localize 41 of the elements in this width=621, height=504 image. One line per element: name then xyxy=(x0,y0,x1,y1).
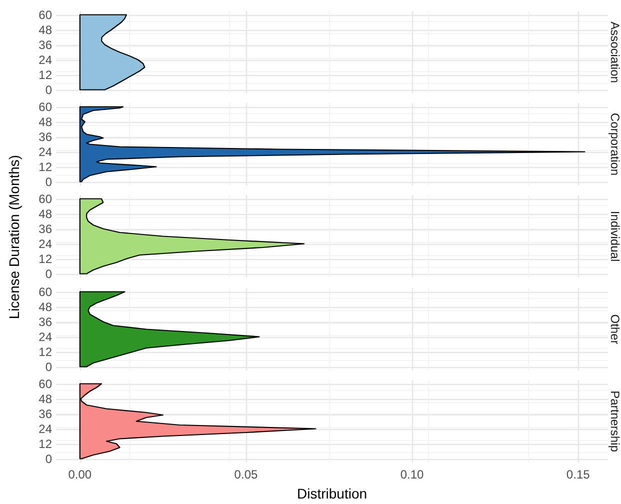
y-tick-label: 36 xyxy=(38,130,52,144)
y-tick-label: 24 xyxy=(38,329,52,344)
y-tick-label: 12 xyxy=(38,68,52,82)
x-tick-label: 0.10 xyxy=(400,467,424,482)
y-tick-label: 24 xyxy=(38,422,52,436)
y-tick-label: 12 xyxy=(38,160,52,174)
y-tick-label: 48 xyxy=(38,114,52,129)
y-tick-label: 36 xyxy=(38,314,52,328)
y-tick-label: 0 xyxy=(45,452,52,466)
y-axis-title: License Duration (Months) xyxy=(6,154,22,319)
y-tick-label: 60 xyxy=(38,192,52,206)
y-tick-label: 0 xyxy=(45,267,52,282)
x-tick-label: 0.00 xyxy=(68,467,92,482)
y-tick-label: 48 xyxy=(38,207,52,222)
text: Association xyxy=(608,22,621,83)
y-tick-label: 12 xyxy=(38,436,52,451)
y-tick-label: 24 xyxy=(38,237,52,252)
y-tick-label: 0 xyxy=(45,174,52,189)
y-tick-label: 0 xyxy=(45,82,52,97)
y-tick-label: 24 xyxy=(38,52,52,67)
y-tick-label: 60 xyxy=(38,284,52,298)
x-tick-label: 0.05 xyxy=(234,467,258,482)
y-tick-label: 24 xyxy=(38,144,52,159)
x-axis-title: Distribution xyxy=(296,485,368,502)
y-tick-label: 12 xyxy=(38,344,52,358)
y-tick-label: 36 xyxy=(38,38,52,52)
y-tick-label: 48 xyxy=(38,392,52,406)
x-tick-label: 0.15 xyxy=(566,467,590,482)
text: Individual xyxy=(608,211,621,262)
y-tick-label: 60 xyxy=(38,100,52,114)
text: Partnership xyxy=(608,390,621,452)
text: Corporation xyxy=(608,113,621,176)
y-tick-label: 48 xyxy=(38,299,52,314)
y-tick-label: 36 xyxy=(38,222,52,236)
y-tick-label: 36 xyxy=(38,406,52,421)
y-tick-label: 60 xyxy=(38,376,52,391)
y-tick-label: 48 xyxy=(38,22,52,37)
y-tick-label: 0 xyxy=(45,359,52,374)
y-tick-label: 12 xyxy=(38,252,52,266)
text: Other xyxy=(608,314,621,344)
y-tick-label: 60 xyxy=(38,8,52,22)
